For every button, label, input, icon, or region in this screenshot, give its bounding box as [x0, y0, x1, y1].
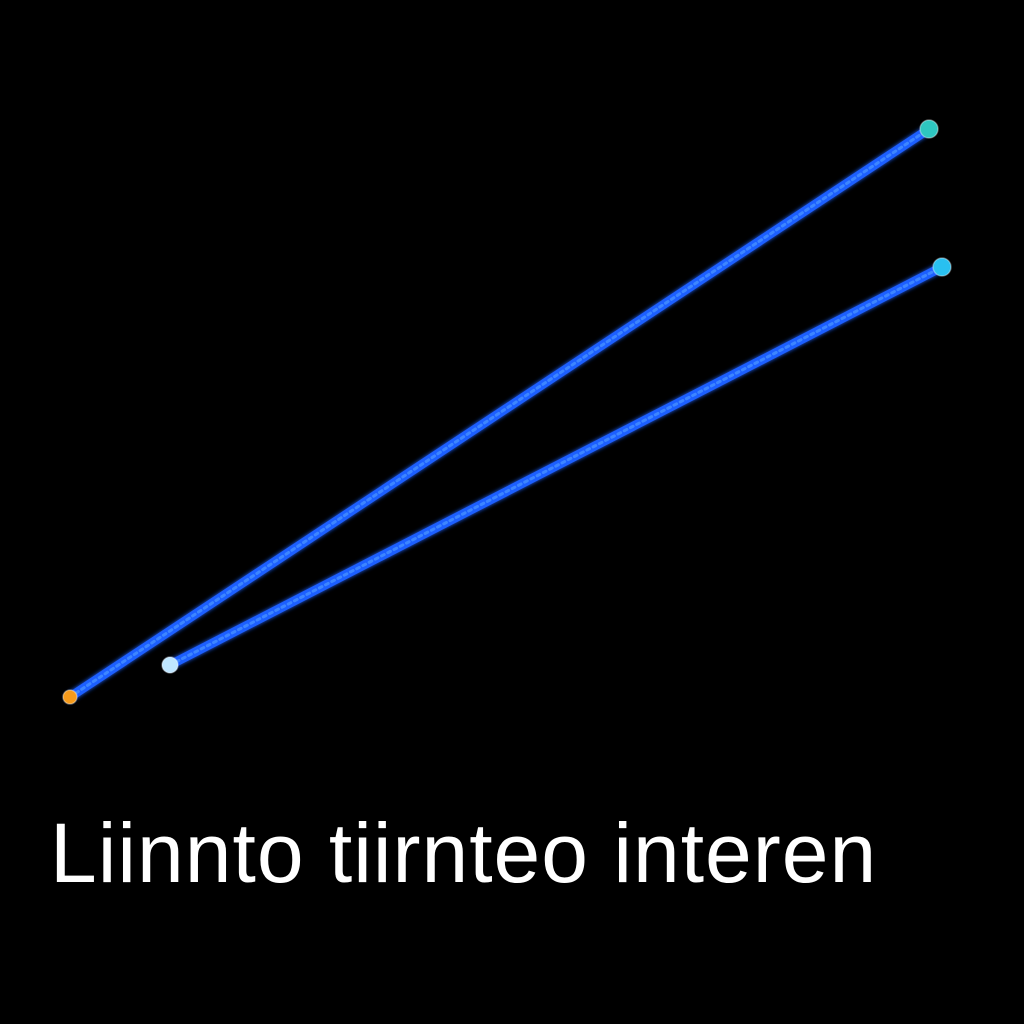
line-endpoint-dot-orange	[63, 690, 77, 704]
line-endpoint-dot-cyan	[933, 258, 951, 276]
upper-line	[70, 129, 929, 697]
line-endpoint-dot-light-blue	[162, 657, 178, 673]
line-endpoint-dot-teal	[920, 120, 938, 138]
caption-text: Liinnto tiirnteo interen	[50, 798, 990, 908]
lower-line	[170, 267, 942, 665]
lower-line-highlight	[170, 267, 942, 665]
upper-line-highlight	[70, 129, 929, 697]
